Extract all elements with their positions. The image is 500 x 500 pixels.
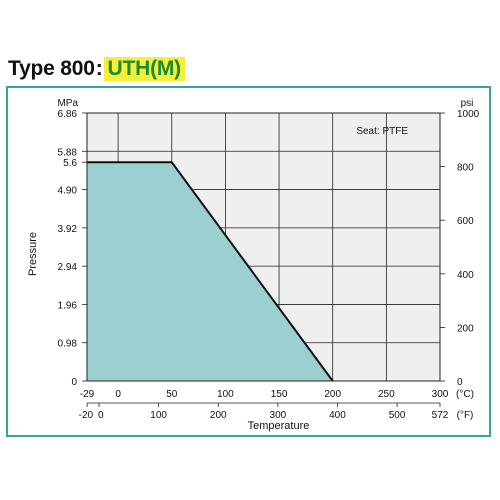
celsius-unit: (°C) bbox=[456, 389, 474, 400]
x-tick-label: 100 bbox=[217, 389, 234, 400]
psi-tick-label: 400 bbox=[457, 270, 474, 281]
psi-tick-label: 800 bbox=[457, 163, 474, 174]
f-tick-label: 0 bbox=[98, 410, 104, 421]
y-tick-label: 4.90 bbox=[58, 186, 78, 197]
y-tick-label: 5.6 bbox=[63, 158, 77, 169]
seat-annotation: Seat: PTFE bbox=[356, 126, 408, 137]
title-separator: : bbox=[95, 57, 103, 80]
y-axis-title: Pressure bbox=[27, 232, 39, 276]
x-tick-label: 250 bbox=[378, 389, 395, 400]
psi-tick-label: 200 bbox=[457, 323, 474, 334]
f-tick-label: 300 bbox=[270, 410, 287, 421]
y-tick-label: 3.92 bbox=[58, 224, 78, 235]
y-tick-label: 1.96 bbox=[58, 300, 78, 311]
rating-line bbox=[87, 161, 334, 382]
right-axis-unit: psi bbox=[461, 98, 474, 109]
x-tick-label: 300 bbox=[432, 389, 449, 400]
type-label: Type 800 bbox=[8, 57, 95, 80]
rating-area bbox=[87, 162, 333, 381]
x-tick-label: -29 bbox=[80, 389, 95, 400]
model-badge: UTH(M) bbox=[103, 57, 185, 81]
y-tick-label: 5.88 bbox=[58, 147, 78, 158]
chart-frame bbox=[6, 86, 491, 437]
x-tick-label: 150 bbox=[271, 389, 288, 400]
x-tick-label: 0 bbox=[115, 389, 121, 400]
chart-title: Type 800 : UTH(M) bbox=[8, 56, 185, 82]
left-axis-unit: MPa bbox=[57, 98, 78, 109]
y-tick-label: 0 bbox=[71, 377, 77, 388]
y-tick-label: 0.98 bbox=[58, 339, 78, 350]
psi-tick-label: 0 bbox=[457, 377, 463, 388]
f-tick-label: -20 bbox=[79, 410, 94, 421]
f-tick-label: 400 bbox=[329, 410, 346, 421]
f-tick-label: 200 bbox=[210, 410, 227, 421]
psi-tick-label: 1000 bbox=[457, 109, 480, 120]
x-axis-title: Temperature bbox=[248, 420, 310, 432]
f-tick-label: 500 bbox=[389, 410, 406, 421]
y-tick-label: 2.94 bbox=[58, 262, 78, 273]
x-tick-label: 50 bbox=[166, 389, 178, 400]
x-tick-label: 200 bbox=[324, 389, 341, 400]
f-tick-label: 572 bbox=[432, 410, 449, 421]
f-tick-label: 100 bbox=[150, 410, 167, 421]
fahrenheit-unit: (°F) bbox=[457, 410, 474, 421]
plot-border bbox=[86, 112, 441, 382]
y-tick-label: 6.86 bbox=[58, 109, 78, 120]
psi-tick-label: 600 bbox=[457, 216, 474, 227]
